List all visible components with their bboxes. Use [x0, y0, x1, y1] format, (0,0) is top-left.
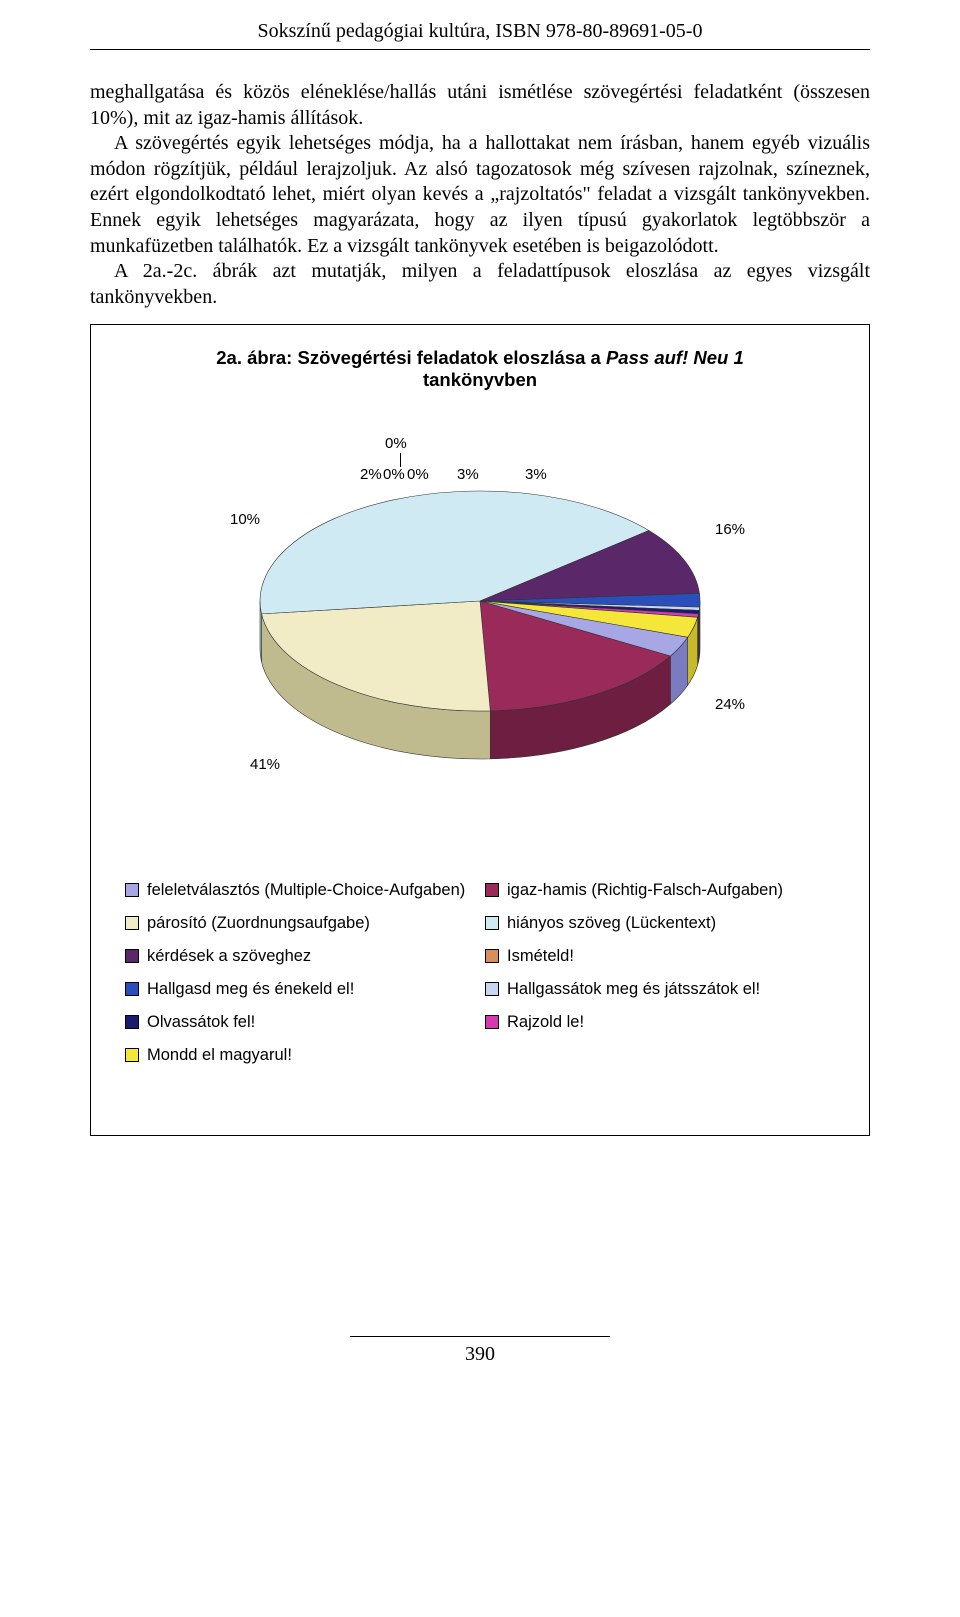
pct-label: 10%: [230, 511, 260, 528]
legend-label: hiányos szöveg (Lückentext): [507, 914, 716, 933]
legend-item: feleletválasztós (Multiple-Choice-Aufgab…: [125, 881, 475, 900]
pct-label: 0%: [407, 466, 429, 483]
legend-swatch: [485, 949, 499, 963]
legend-swatch: [125, 916, 139, 930]
para-1: meghallgatása és közös eléneklése/hallás…: [90, 81, 870, 129]
pct-label: 0%: [385, 435, 407, 452]
legend-swatch: [125, 883, 139, 897]
legend-item: Hallgassátok meg és játsszátok el!: [485, 980, 835, 999]
legend-item: Ismételd!: [485, 947, 835, 966]
page-number: 390: [90, 1343, 870, 1366]
figure-title-italic: Pass auf! Neu 1: [606, 347, 744, 368]
page: Sokszínű pedagógiai kultúra, ISBN 978-80…: [0, 0, 960, 1406]
legend-label: kérdések a szöveghez: [147, 947, 311, 966]
legend-label: párosító (Zuordnungsaufgabe): [147, 914, 370, 933]
legend-item: kérdések a szöveghez: [125, 947, 475, 966]
pie-chart: 16%24%41%10%2%0%0%0%3%3%: [155, 411, 805, 851]
legend-label: Olvassátok fel!: [147, 1013, 255, 1032]
pct-label: 24%: [715, 696, 745, 713]
pie-svg: [155, 411, 805, 851]
legend-item: Olvassátok fel!: [125, 1013, 475, 1032]
figure-title-prefix: 2a. ábra: Szövegértési feladatok eloszlá…: [216, 347, 606, 368]
pct-label: 3%: [525, 466, 547, 483]
legend-swatch: [125, 1015, 139, 1029]
leader-line: [400, 453, 401, 467]
pct-label: 16%: [715, 521, 745, 538]
legend-swatch: [485, 982, 499, 996]
running-header: Sokszínű pedagógiai kultúra, ISBN 978-80…: [90, 20, 870, 50]
pct-label: 41%: [250, 756, 280, 773]
legend-label: Hallgassátok meg és játsszátok el!: [507, 980, 760, 999]
legend-label: igaz-hamis (Richtig-Falsch-Aufgaben): [507, 881, 783, 900]
legend-label: feleletválasztós (Multiple-Choice-Aufgab…: [147, 881, 465, 900]
body-paragraphs: meghallgatása és közös eléneklése/hallás…: [90, 80, 870, 310]
para-3: A 2a.-2c. ábrák azt mutatják, milyen a f…: [90, 259, 870, 310]
legend-label: Ismételd!: [507, 947, 574, 966]
legend-swatch: [485, 883, 499, 897]
legend-item: igaz-hamis (Richtig-Falsch-Aufgaben): [485, 881, 835, 900]
legend-swatch: [125, 982, 139, 996]
para-2: A szövegértés egyik lehetséges módja, ha…: [90, 131, 870, 259]
legend-item: Mondd el magyarul!: [125, 1046, 475, 1065]
legend-label: Mondd el magyarul!: [147, 1046, 292, 1065]
pct-label: 3%: [457, 466, 479, 483]
legend-item: hiányos szöveg (Lückentext): [485, 914, 835, 933]
legend-item: Hallgasd meg és énekeld el!: [125, 980, 475, 999]
pct-label: 0%: [383, 466, 405, 483]
legend-item: Rajzold le!: [485, 1013, 835, 1032]
figure-title-suffix: tankönyvben: [423, 369, 537, 390]
legend-swatch: [485, 1015, 499, 1029]
legend: feleletválasztós (Multiple-Choice-Aufgab…: [119, 881, 841, 1065]
legend-label: Hallgasd meg és énekeld el!: [147, 980, 354, 999]
footer-rule: [350, 1336, 610, 1337]
legend-item: párosító (Zuordnungsaufgabe): [125, 914, 475, 933]
figure-title: 2a. ábra: Szövegértési feladatok eloszlá…: [119, 347, 841, 391]
legend-label: Rajzold le!: [507, 1013, 584, 1032]
page-footer: 390: [90, 1336, 870, 1366]
legend-swatch: [485, 916, 499, 930]
legend-swatch: [125, 1048, 139, 1062]
legend-swatch: [125, 949, 139, 963]
pct-label: 2%: [360, 466, 382, 483]
figure-box: 2a. ábra: Szövegértési feladatok eloszlá…: [90, 324, 870, 1136]
